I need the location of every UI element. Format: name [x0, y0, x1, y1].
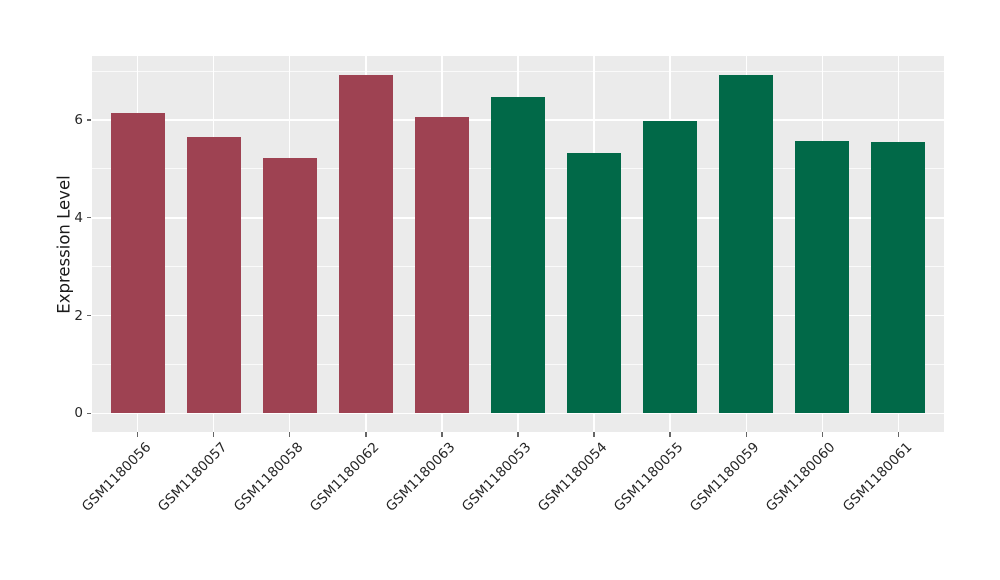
- x-tick-mark: [821, 432, 823, 437]
- bar-GSM1180057: [186, 137, 241, 414]
- x-tick-label-text: GSM1180056: [78, 439, 155, 515]
- bar-GSM1180063: [414, 116, 469, 414]
- x-tick-mark: [669, 432, 671, 437]
- x-tick-label-text: GSM1180055: [611, 439, 687, 515]
- x-tick-label-text: GSM1180062: [306, 439, 383, 515]
- bar-GSM1180058: [262, 158, 317, 414]
- x-tick-label-text: GSM1180059: [687, 439, 763, 515]
- bar-GSM1180062: [338, 74, 393, 414]
- x-tick-mark: [897, 432, 899, 437]
- y-tick-mark: [86, 412, 91, 415]
- x-tick-label-text: GSM1180054: [535, 439, 611, 515]
- x-tick-mark: [213, 432, 215, 437]
- bar-GSM1180056: [110, 112, 165, 414]
- bar-GSM1180053: [491, 96, 545, 414]
- y-tick-label: 6: [74, 112, 83, 129]
- y-tick-label: 4: [74, 209, 83, 226]
- y-tick-mark: [86, 314, 91, 317]
- y-tick-mark: [86, 119, 91, 121]
- x-tick-mark: [289, 432, 291, 437]
- bar-GSM1180055: [643, 120, 698, 414]
- y-tick-label: 2: [74, 307, 83, 324]
- x-tick-label-text: GSM1180060: [763, 439, 839, 515]
- x-tick-mark: [593, 432, 595, 437]
- y-tick-label: 0: [74, 405, 83, 422]
- bar-GSM1180054: [567, 152, 622, 414]
- y-axis-title-text: Expression Level: [54, 174, 74, 314]
- x-tick-mark: [517, 432, 519, 437]
- bar-GSM1180060: [795, 140, 850, 414]
- x-tick-label-text: GSM1180053: [459, 439, 535, 515]
- x-tick-label-text: GSM1180057: [154, 439, 231, 515]
- x-tick-mark: [441, 432, 443, 437]
- x-tick-mark: [136, 432, 139, 437]
- x-tick-mark: [745, 432, 747, 437]
- bar-GSM1180059: [719, 74, 774, 414]
- x-tick-label-text: GSM1180061: [839, 439, 915, 515]
- x-tick-label-text: GSM1180058: [230, 439, 307, 515]
- y-tick-mark: [86, 217, 91, 219]
- x-tick-mark: [365, 432, 367, 437]
- x-tick-label-text: GSM1180063: [383, 439, 459, 515]
- plot-panel: [92, 56, 944, 432]
- bar-GSM1180061: [871, 142, 926, 414]
